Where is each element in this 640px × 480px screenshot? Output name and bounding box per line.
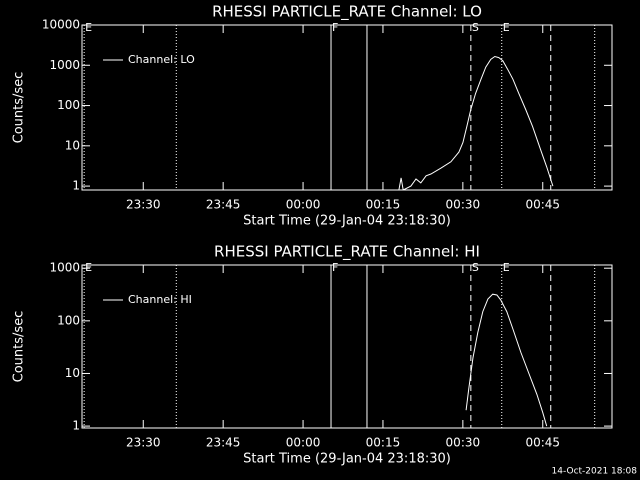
x-tick-label: 00:00 xyxy=(286,436,321,450)
x-tick-label: 00:15 xyxy=(366,198,401,212)
y-tick-label: 1 xyxy=(72,419,80,433)
x-tick-label: 00:45 xyxy=(525,198,560,212)
y-tick-label: 1 xyxy=(72,179,80,193)
x-tick-label: 00:30 xyxy=(446,198,481,212)
x-tick-label: 23:45 xyxy=(206,436,241,450)
flag-label: S xyxy=(472,21,479,34)
x-tick-label: 00:30 xyxy=(446,436,481,450)
flag-label: F xyxy=(332,261,338,274)
x-axis-label: Start Time (29-Jan-04 23:18:30) xyxy=(243,452,451,467)
y-axis-label: Counts/sec xyxy=(12,311,27,383)
y-tick-label: 10000 xyxy=(42,18,80,32)
x-tick-label: 00:15 xyxy=(366,436,401,450)
flag-label: E xyxy=(503,21,510,34)
data-line xyxy=(398,55,554,190)
y-tick-label: 10 xyxy=(65,366,80,380)
x-tick-label: 23:30 xyxy=(126,198,161,212)
timestamp: 14-Oct-2021 18:08 xyxy=(552,467,638,477)
flag-label: E xyxy=(503,261,510,274)
flag-label: E xyxy=(85,261,92,274)
y-axis-label: Counts/sec xyxy=(12,72,27,144)
y-tick-label: 100 xyxy=(57,98,80,112)
legend-label: Channel: HI xyxy=(128,293,192,306)
flag-label: S xyxy=(472,261,479,274)
y-tick-label: 1000 xyxy=(49,261,80,275)
y-tick-label: 100 xyxy=(57,313,80,327)
x-tick-label: 23:30 xyxy=(126,436,161,450)
x-axis-label: Start Time (29-Jan-04 23:18:30) xyxy=(243,214,451,229)
chart-title: RHESSI PARTICLE_RATE Channel: HI xyxy=(214,243,480,262)
data-line xyxy=(465,293,548,427)
flag-label: E xyxy=(85,21,92,34)
plot-frame xyxy=(81,24,613,191)
y-tick-label: 1000 xyxy=(49,58,80,72)
x-tick-label: 00:45 xyxy=(525,436,560,450)
y-tick-label: 10 xyxy=(65,138,80,152)
legend-label: Channel: LO xyxy=(128,53,195,66)
x-tick-label: 00:00 xyxy=(286,198,321,212)
flag-label: F xyxy=(332,21,338,34)
chart-title: RHESSI PARTICLE_RATE Channel: LO xyxy=(212,3,482,22)
plot-frame xyxy=(81,264,613,429)
x-tick-label: 23:45 xyxy=(206,198,241,212)
